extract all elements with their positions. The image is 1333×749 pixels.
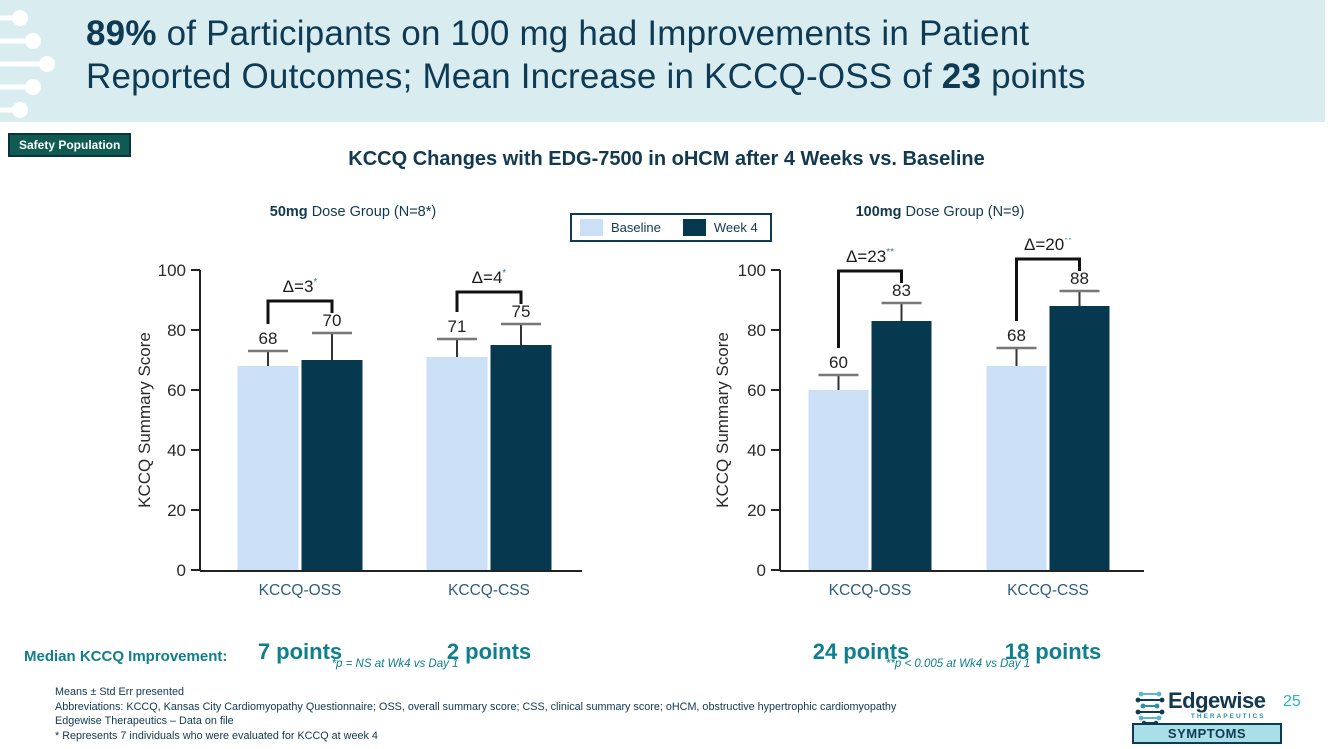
svg-text:Δ=4*: Δ=4* <box>472 268 507 287</box>
symptoms-badge: SYMPTOMS <box>1132 723 1282 744</box>
svg-text:100: 100 <box>158 261 186 280</box>
svg-text:80: 80 <box>167 321 186 340</box>
svg-text:KCCQ-OSS: KCCQ-OSS <box>829 582 912 599</box>
legend-item-week4: Week 4 <box>682 219 758 236</box>
svg-text:70: 70 <box>323 311 342 330</box>
median-value-50mg-css: 2 points <box>446 639 532 664</box>
svg-text:88: 88 <box>1070 269 1089 288</box>
svg-text:Δ=23**: Δ=23** <box>846 247 894 266</box>
svg-text:20: 20 <box>167 501 186 520</box>
slide-footnotes: Means ± Std Err presented Abbreviations:… <box>55 685 1115 743</box>
svg-text:60: 60 <box>829 353 848 372</box>
svg-text:80: 80 <box>747 321 766 340</box>
chart-legend: Baseline Week 4 <box>570 213 772 242</box>
molecule-decoration-icon <box>0 10 55 118</box>
edgewise-helix-icon <box>1135 691 1165 726</box>
page-number: 25 <box>1283 693 1301 710</box>
svg-text:68: 68 <box>259 329 278 348</box>
legend-label-baseline: Baseline <box>611 220 661 235</box>
median-value-50mg-oss: 7 points <box>257 639 343 664</box>
svg-text:Δ=20**: Δ=20** <box>1024 238 1072 254</box>
footnote-line: Means ± Std Err presented <box>55 686 184 698</box>
slide-title: 89% of Participants on 100 mg had Improv… <box>86 13 1316 98</box>
legend-label-week4: Week 4 <box>713 220 758 235</box>
svg-text:KCCQ-OSS: KCCQ-OSS <box>259 582 342 599</box>
week4-swatch <box>682 219 706 236</box>
baseline-swatch <box>580 219 603 236</box>
bar-chart-50mg: 0 20 40 60 80 100 KCCQ Summary Score 68 70 Δ=3* KC… <box>118 238 592 625</box>
svg-text:68: 68 <box>1007 326 1026 345</box>
footnote-line: Edgewise Therapeutics – Data on file <box>55 715 234 728</box>
footnote-line: * Represents 7 individuals who were eval… <box>55 729 378 742</box>
svg-text:75: 75 <box>512 302 531 321</box>
footnote-line: Abbreviations: KCCQ, Kansas City Cardiom… <box>55 700 897 713</box>
svg-text:0: 0 <box>757 561 766 580</box>
svg-text:100: 100 <box>738 261 766 280</box>
slide-title-line2: Reported Outcomes; Mean Increase in KCCQ… <box>86 56 1086 96</box>
svg-text:60: 60 <box>747 381 766 400</box>
svg-text:KCCQ-CSS: KCCQ-CSS <box>1007 582 1089 599</box>
svg-text:40: 40 <box>747 441 766 460</box>
bar-chart-100mg: 0 20 40 60 80 100 KCCQ Summary Score 60 83 Δ=23**… <box>700 235 1180 625</box>
slide-title-line1: 89% of Participants on 100 mg had Improv… <box>86 14 1030 53</box>
legend-item-baseline: Baseline <box>580 219 661 236</box>
chart-section-title: KCCQ Changes with EDG-7500 in oHCM after… <box>348 148 985 170</box>
svg-text:71: 71 <box>448 317 467 336</box>
median-value-100mg-oss: 24 points <box>812 639 910 664</box>
median-improvement-label: Median KCCQ Improvement: <box>24 648 228 665</box>
pvalue-footnote-100mg: **p < 0.005 at Wk4 vs Day 1 <box>885 658 1031 670</box>
pvalue-footnote-50mg: *p = NS at Wk4 vs Day 1 <box>331 658 459 670</box>
logo-subtitle: THERAPEUTICS <box>1190 713 1266 720</box>
svg-text:KCCQ-CSS: KCCQ-CSS <box>448 582 530 599</box>
dose-group-title-50mg: 50mg Dose Group (N=8*) <box>269 204 437 220</box>
svg-text:20: 20 <box>747 501 766 520</box>
edgewise-logo: Edgewise THERAPEUTICS <box>1135 688 1266 726</box>
svg-text:83: 83 <box>892 281 911 300</box>
median-value-100mg-css: 18 points <box>1004 639 1102 664</box>
svg-text:60: 60 <box>167 381 186 400</box>
svg-text:40: 40 <box>167 441 186 460</box>
dose-group-title-100mg: 100mg Dose Group (N=9) <box>855 204 1025 220</box>
svg-text:KCCQ Summary Score: KCCQ Summary Score <box>135 332 154 508</box>
svg-text:Δ=3*: Δ=3* <box>283 277 318 296</box>
header-band: 89% of Participants on 100 mg had Improv… <box>0 0 1325 122</box>
safety-population-badge: Safety Population <box>8 133 132 157</box>
svg-text:KCCQ Summary Score: KCCQ Summary Score <box>713 332 732 508</box>
logo-wordmark: Edgewise <box>1168 688 1266 713</box>
svg-text:0: 0 <box>177 561 186 580</box>
